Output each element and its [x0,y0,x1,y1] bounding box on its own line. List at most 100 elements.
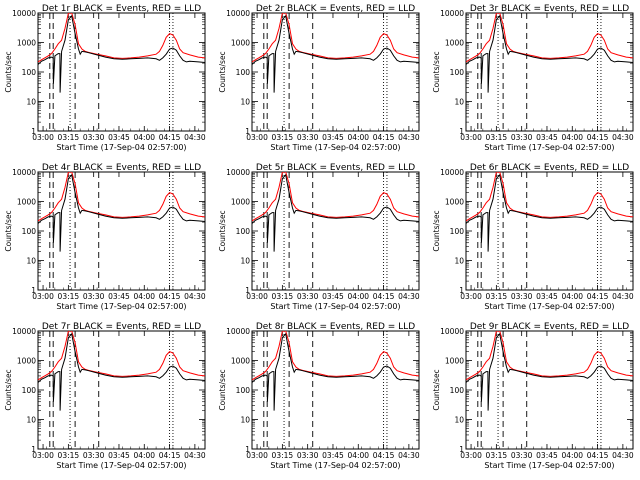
y-tick-label: 1 [459,286,464,295]
y-tick-label: 10000 [12,327,36,336]
plot-area [252,331,419,411]
x-tick-label: 03:30 [297,292,319,301]
panel-3: Det 3r BLACK = Events, RED = LLD 1 10 100 10… [432,4,634,152]
plot-frame [465,12,634,132]
x-tick-label: 03:30 [511,133,533,142]
y-tick-label: 1000 [231,357,250,366]
y-tick-label: 100 [450,227,465,236]
plot-frame [37,330,206,450]
x-tick-label: 03:15 [486,451,508,460]
plot-frame [37,12,206,132]
y-tick-label: 100 [22,68,37,77]
series-events-line [38,173,205,252]
x-tick-label: 03:45 [108,133,130,142]
panel-6: Det 6r BLACK = Events, RED = LLD 1 10 100 10… [432,163,634,311]
y-tick-label: 10 [240,98,250,107]
panel-title: Det 3r BLACK = Events, RED = LLD [470,4,629,14]
x-tick-label: 03:15 [272,133,294,142]
x-axis-label: Start Time (17-Sep-04 02:57:00) [270,143,400,152]
x-tick-label: 03:30 [511,451,533,460]
y-tick-label: 100 [22,386,37,395]
y-tick-label: 1000 [445,39,464,48]
plot-area [38,172,205,252]
y-tick-label: 1 [245,445,250,454]
x-tick-label: 04:30 [184,451,206,460]
x-tick-label: 03:45 [108,292,130,301]
x-tick-label: 04:00 [561,292,583,301]
y-axis-label: Counts/sec [432,369,441,410]
x-tick-label: 03:45 [536,292,558,301]
x-axis-label: Start Time (17-Sep-04 02:57:00) [56,461,186,470]
y-tick-label: 1000 [445,357,464,366]
x-tick-label: 04:00 [561,133,583,142]
series-events-line [466,332,633,411]
y-tick-label: 10000 [226,168,250,177]
x-tick-label: 04:15 [587,292,609,301]
x-tick-label: 04:30 [398,451,420,460]
series-lld-line [252,13,419,63]
x-tick-label: 04:30 [398,292,420,301]
series-events-line [38,332,205,411]
x-tick-label: 04:00 [347,451,369,460]
plot-area [38,13,205,93]
x-tick-label: 04:30 [612,133,634,142]
y-axis-label: Counts/sec [218,369,227,410]
x-tick-label: 03:00 [246,133,268,142]
x-tick-label: 04:30 [398,133,420,142]
y-axis-label: Counts/sec [218,51,227,92]
series-lld-line [466,13,633,63]
y-tick-label: 10 [454,98,464,107]
y-tick-label: 1000 [445,198,464,207]
y-tick-label: 1 [459,127,464,136]
series-lld-line [38,13,205,63]
x-tick-label: 03:45 [108,451,130,460]
panel-title: Det 4r BLACK = Events, RED = LLD [42,163,201,173]
y-tick-label: 1 [31,127,36,136]
x-tick-label: 04:00 [133,133,155,142]
x-tick-label: 03:45 [322,133,344,142]
x-tick-label: 04:15 [587,133,609,142]
x-tick-label: 03:15 [272,451,294,460]
y-tick-label: 10 [454,416,464,425]
x-tick-label: 04:00 [347,292,369,301]
y-axis-label: Counts/sec [4,51,13,92]
series-events-line [466,173,633,252]
panel-title: Det 6r BLACK = Events, RED = LLD [470,163,629,173]
series-events-line [252,332,419,411]
y-axis-label: Counts/sec [432,51,441,92]
x-tick-label: 03:00 [32,292,54,301]
panel-title: Det 7r BLACK = Events, RED = LLD [42,322,201,332]
series-lld-line [38,331,205,381]
plot-area [466,172,633,252]
y-tick-label: 10000 [440,168,464,177]
x-tick-label: 03:00 [460,451,482,460]
panel-1: Det 1r BLACK = Events, RED = LLD 1 10 100 10… [4,4,206,152]
x-tick-label: 04:30 [612,451,634,460]
y-axis-label: Counts/sec [218,210,227,251]
x-tick-label: 03:30 [297,451,319,460]
x-tick-label: 04:15 [373,292,395,301]
x-tick-label: 03:30 [511,292,533,301]
x-axis-label: Start Time (17-Sep-04 02:57:00) [56,302,186,311]
plot-frame [465,330,634,450]
x-tick-label: 03:45 [322,292,344,301]
y-tick-label: 100 [236,68,251,77]
x-tick-label: 04:00 [561,451,583,460]
y-tick-label: 10 [240,416,250,425]
y-tick-label: 1000 [17,357,36,366]
panel-8: Det 8r BLACK = Events, RED = LLD 1 10 100 10… [218,322,420,470]
y-axis-label: Counts/sec [4,369,13,410]
panel-9: Det 9r BLACK = Events, RED = LLD 1 10 100 10… [432,322,634,470]
x-tick-label: 03:15 [486,133,508,142]
y-tick-label: 100 [22,227,37,236]
panel-7: Det 7r BLACK = Events, RED = LLD 1 10 100 10… [4,322,206,470]
plot-area [466,331,633,411]
x-tick-label: 04:15 [373,133,395,142]
x-tick-label: 04:00 [133,451,155,460]
x-tick-label: 03:00 [460,133,482,142]
x-tick-label: 03:00 [246,292,268,301]
y-tick-label: 100 [236,227,251,236]
x-axis-label: Start Time (17-Sep-04 02:57:00) [484,143,614,152]
plot-frame [465,171,634,291]
